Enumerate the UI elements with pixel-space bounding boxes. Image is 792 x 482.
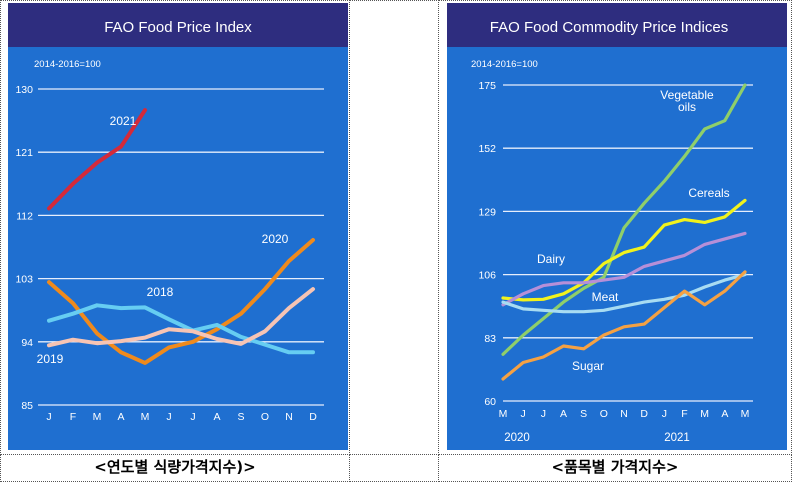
x-tick-label: S [580,408,587,420]
title-bar [447,3,787,47]
x-tick-label: O [261,411,269,423]
y-tick-label: 112 [16,210,33,222]
x-tick-label: N [620,408,628,420]
y-tick-label: 121 [15,147,33,159]
x-tick-label: J [662,408,667,420]
y-tick-label: 83 [484,333,496,345]
x-tick-label: J [521,408,526,420]
series-line-2019 [47,287,315,348]
series-label-sugar: Sugar [572,359,604,373]
x-tick-label: J [541,408,546,420]
x-tick-label: M [700,408,709,420]
series-label-dairy: Dairy [537,252,565,266]
food-price-index-svg: FAO Food Price Index 2014-2016=100 130 12… [8,3,348,450]
series-line-meat [501,273,747,314]
series-label-2020: 2020 [262,232,289,246]
middle-cell [349,0,439,455]
x-tick-label: A [117,411,124,423]
x-tick-label: J [166,411,171,423]
year-label: 2020 [504,432,530,444]
x-tick-label: S [237,411,244,423]
series-label-meat: Meat [592,290,619,304]
chart-title: FAO Food Commodity Price Indices [490,19,728,36]
x-tick-label: M [93,411,102,423]
y-tick-label: 103 [15,274,33,286]
x-tick-label: M [741,408,750,420]
series-label-cereals: Cereals [688,186,729,200]
series-label-vegetable-oils: Vegetable oils [660,88,714,114]
middle-caption-cell [349,454,439,482]
chart-background [8,3,348,450]
chart-title: FAO Food Price Index [104,19,252,36]
y-tick-label: 175 [478,80,496,92]
x-tick-label: N [285,411,293,423]
unit-note: 2014-2016=100 [471,59,538,70]
series-label-vegetable-oils-line: oils [678,100,696,114]
x-tick-label: A [721,408,728,420]
series-label-2019: 2019 [37,352,64,366]
series-line-2018 [47,303,315,355]
unit-note: 2014-2016=100 [34,59,101,70]
chart-background [447,3,787,450]
x-tick-label: M [141,411,150,423]
x-tick-label: O [600,408,608,420]
x-tick-label: J [190,411,195,423]
commodity-price-indices-chart: FAO Food Commodity Price Indices 2014-20… [447,3,787,450]
series-line-2020 [47,238,315,365]
x-tick-label: D [309,411,317,423]
commodity-price-indices-svg: FAO Food Commodity Price Indices 2014-20… [447,3,787,450]
y-tick-label: 85 [21,400,33,412]
right-caption: <품목별 가격지수> [551,458,679,476]
x-tick-label: F [70,411,76,423]
x-tick-label: F [681,408,687,420]
x-tick-label: M [499,408,508,420]
series-line-2021 [47,108,147,211]
x-tick-label: A [560,408,567,420]
y-tick-label: 60 [484,396,496,408]
series-line-dairy [501,231,747,307]
series-line-vegetable-oils [501,83,747,356]
x-tick-label: D [640,408,648,420]
x-tick-label: J [46,411,51,423]
series-line-cereals [501,198,747,302]
x-tick-label: A [213,411,220,423]
title-bar [8,3,348,47]
series-label-vegetable-oils-line: Vegetable [660,88,714,102]
left-caption: <연도별 식량가격지수)> [94,458,256,476]
y-tick-label: 106 [478,270,496,282]
series-label-2021: 2021 [110,114,137,128]
series-line-sugar [501,270,747,381]
series-label-2018: 2018 [147,285,174,299]
y-tick-label: 152 [478,143,496,155]
y-tick-label: 130 [15,84,33,96]
y-tick-label: 129 [478,206,496,218]
year-label: 2021 [664,432,690,444]
food-price-index-chart: FAO Food Price Index 2014-2016=100 130 12… [8,3,348,450]
y-tick-label: 94 [21,337,33,349]
